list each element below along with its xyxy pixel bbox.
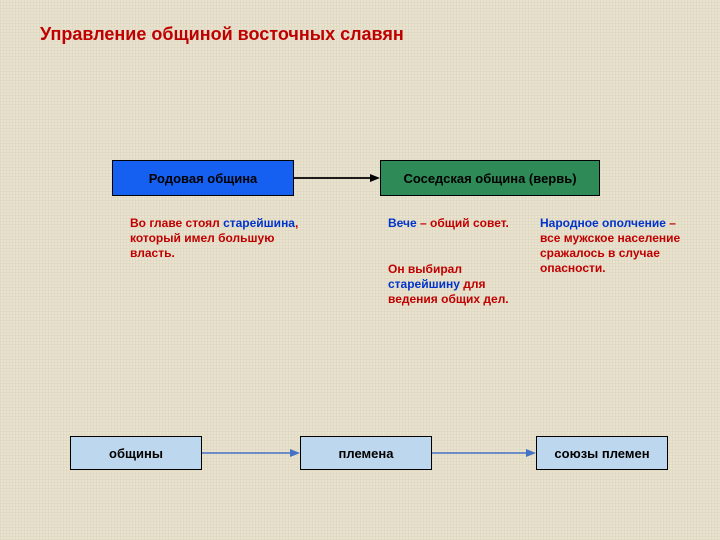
desc-opolchenie: Народное ополчение – все мужское населен…: [540, 216, 690, 276]
desc-rodovaya: Во главе стоял старейшина, который имел …: [130, 216, 300, 261]
desc-stareishina: Он выбирал старейшину для ведения общих …: [388, 262, 528, 307]
diagram-canvas: Управление общиной восточных славян Родо…: [0, 0, 720, 540]
desc-veche: Вече – общий совет.: [388, 216, 528, 231]
